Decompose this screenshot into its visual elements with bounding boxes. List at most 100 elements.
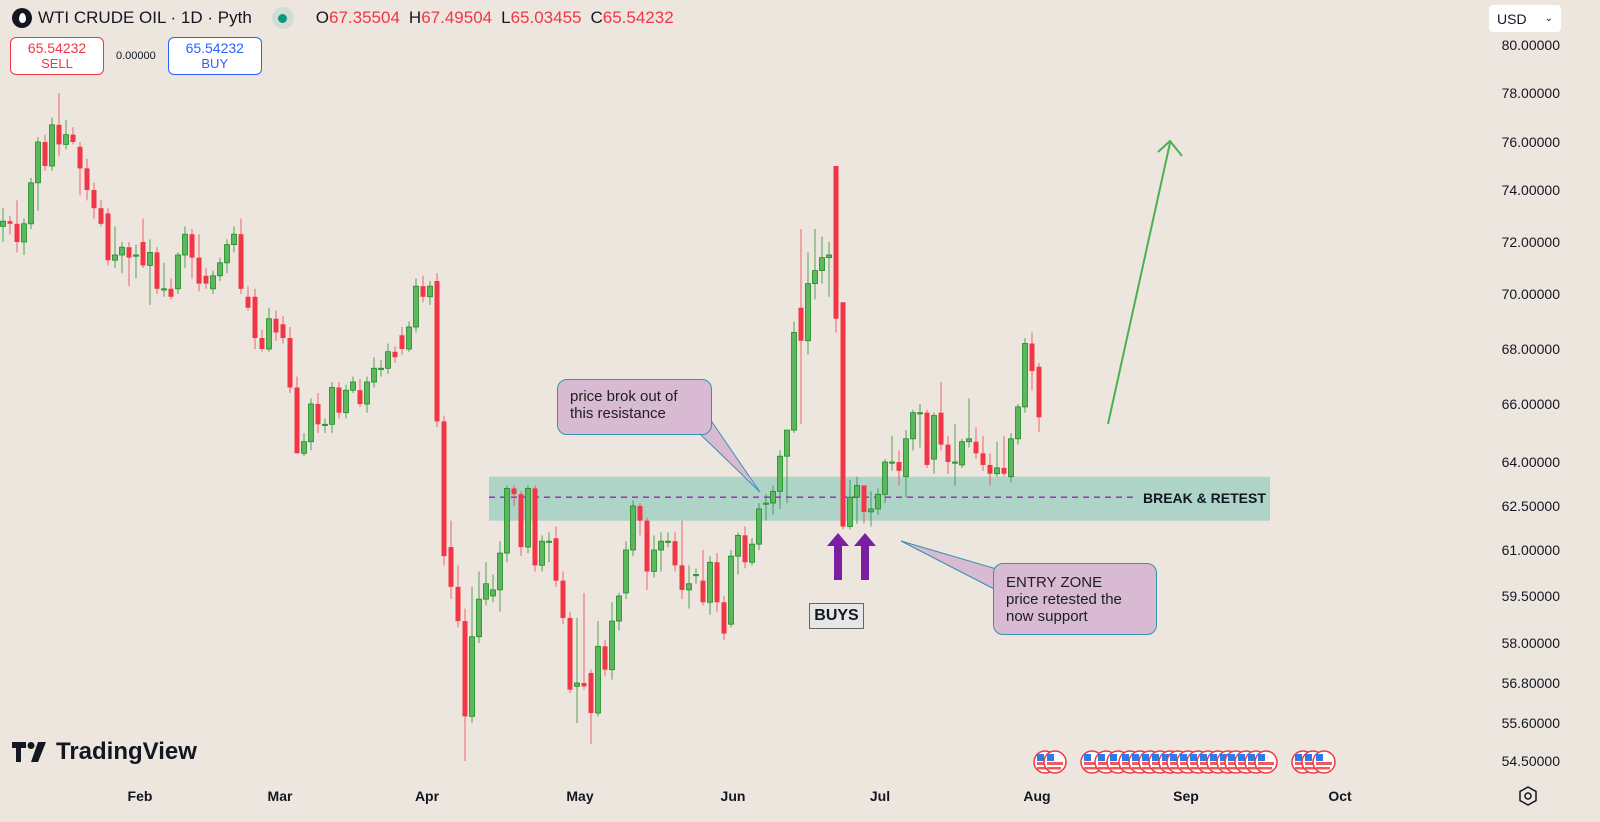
candle <box>861 485 867 524</box>
candle <box>602 639 608 677</box>
sell-button[interactable]: 65.54232 SELL <box>10 37 104 75</box>
candle-body <box>329 387 335 425</box>
candle-body <box>42 142 48 166</box>
buy-button[interactable]: 65.54232 BUY <box>167 37 262 75</box>
candle <box>238 218 244 294</box>
candle-body <box>287 338 293 388</box>
candle-body <box>1036 366 1042 418</box>
candle <box>686 565 692 609</box>
ohlc-high: H67.49504 <box>408 8 493 27</box>
callout-entry-zone[interactable]: ENTRY ZONE price retested the now suppor… <box>993 563 1157 635</box>
candle-body <box>924 412 930 465</box>
candle <box>637 503 643 536</box>
us-flag-event-icon[interactable] <box>1043 750 1067 774</box>
candle-body <box>168 288 174 297</box>
candle-body <box>28 182 34 225</box>
candle-body <box>455 586 461 622</box>
candle-body <box>777 455 783 492</box>
candle-body <box>469 636 475 717</box>
time-tick-label: Sep <box>1173 788 1199 804</box>
candle <box>609 602 615 680</box>
candle-body <box>882 461 888 495</box>
candle-body <box>357 390 363 404</box>
candle <box>406 321 412 352</box>
candle-body <box>252 296 258 338</box>
tradingview-logo-icon <box>12 742 46 762</box>
candle-body <box>273 318 279 333</box>
candle <box>574 617 580 723</box>
candle-body <box>1015 406 1021 440</box>
candle-body <box>161 288 167 291</box>
currency-select[interactable]: USD ⌄ <box>1489 5 1561 32</box>
price-axis: 80.00000 78.00000 76.00000 74.00000 72.00000… <box>1502 37 1561 769</box>
us-flag-event-icon[interactable] <box>1312 750 1336 774</box>
candle <box>140 218 146 268</box>
candle-body <box>875 493 881 510</box>
candle <box>147 239 153 305</box>
candle-body <box>497 552 503 591</box>
candle-body <box>1029 343 1035 371</box>
candle-body <box>679 565 685 590</box>
candle <box>154 247 160 294</box>
candle <box>35 137 41 211</box>
callout-breakout[interactable]: price brok out of this resistance <box>557 379 712 435</box>
candle <box>259 329 265 352</box>
candle <box>483 562 489 606</box>
candle-body <box>707 561 713 603</box>
candle <box>630 500 636 557</box>
price-tick-label: 66.00000 <box>1502 396 1561 412</box>
candle-body <box>406 326 412 350</box>
symbol-title[interactable]: WTI CRUDE OIL · 1D · Pyth <box>38 8 252 27</box>
candle <box>434 273 440 428</box>
candle <box>301 433 307 457</box>
candle <box>882 459 888 504</box>
candle-body <box>119 246 125 256</box>
candle-body <box>483 583 489 600</box>
candle <box>84 158 90 201</box>
candle-body <box>581 683 587 687</box>
candle <box>735 532 741 575</box>
candle-body <box>126 247 132 258</box>
candle <box>525 485 531 554</box>
candle-body <box>994 467 1000 475</box>
candle <box>777 450 783 509</box>
candle-body <box>623 549 629 594</box>
candle-body <box>805 283 811 342</box>
candle <box>987 453 993 486</box>
candle <box>945 435 951 474</box>
economic-event-flags <box>1033 750 1336 774</box>
candle-body <box>896 462 902 471</box>
candle <box>546 532 552 563</box>
tradingview-logo[interactable]: TradingView <box>12 738 197 766</box>
candle <box>749 538 755 566</box>
time-tick-label: Apr <box>415 788 440 804</box>
candle <box>959 438 965 468</box>
logo-text: TradingView <box>56 738 197 765</box>
candle <box>511 485 517 506</box>
candle <box>399 327 405 355</box>
candle <box>756 503 762 550</box>
candle-body <box>112 254 118 261</box>
candle-body <box>749 543 755 563</box>
price-tick-label: 80.00000 <box>1502 37 1561 53</box>
candle-body <box>770 490 776 504</box>
candle <box>896 450 902 486</box>
candle-body <box>966 438 972 443</box>
candle <box>721 596 727 640</box>
candle <box>665 532 671 548</box>
candle-body <box>819 257 825 272</box>
candle <box>462 608 468 761</box>
candle-body <box>833 166 839 319</box>
candle-body <box>672 541 678 566</box>
candle <box>1022 338 1028 413</box>
candle <box>161 262 167 297</box>
settings-icon[interactable] <box>1518 786 1538 806</box>
us-flag-event-icon[interactable] <box>1254 750 1278 774</box>
buy-arrow-up-icon <box>827 533 849 580</box>
price-tick-label: 55.60000 <box>1502 715 1561 731</box>
market-status-icon[interactable] <box>271 7 294 29</box>
candle-body <box>616 595 622 622</box>
candle <box>875 488 881 515</box>
candle-body <box>763 502 769 505</box>
